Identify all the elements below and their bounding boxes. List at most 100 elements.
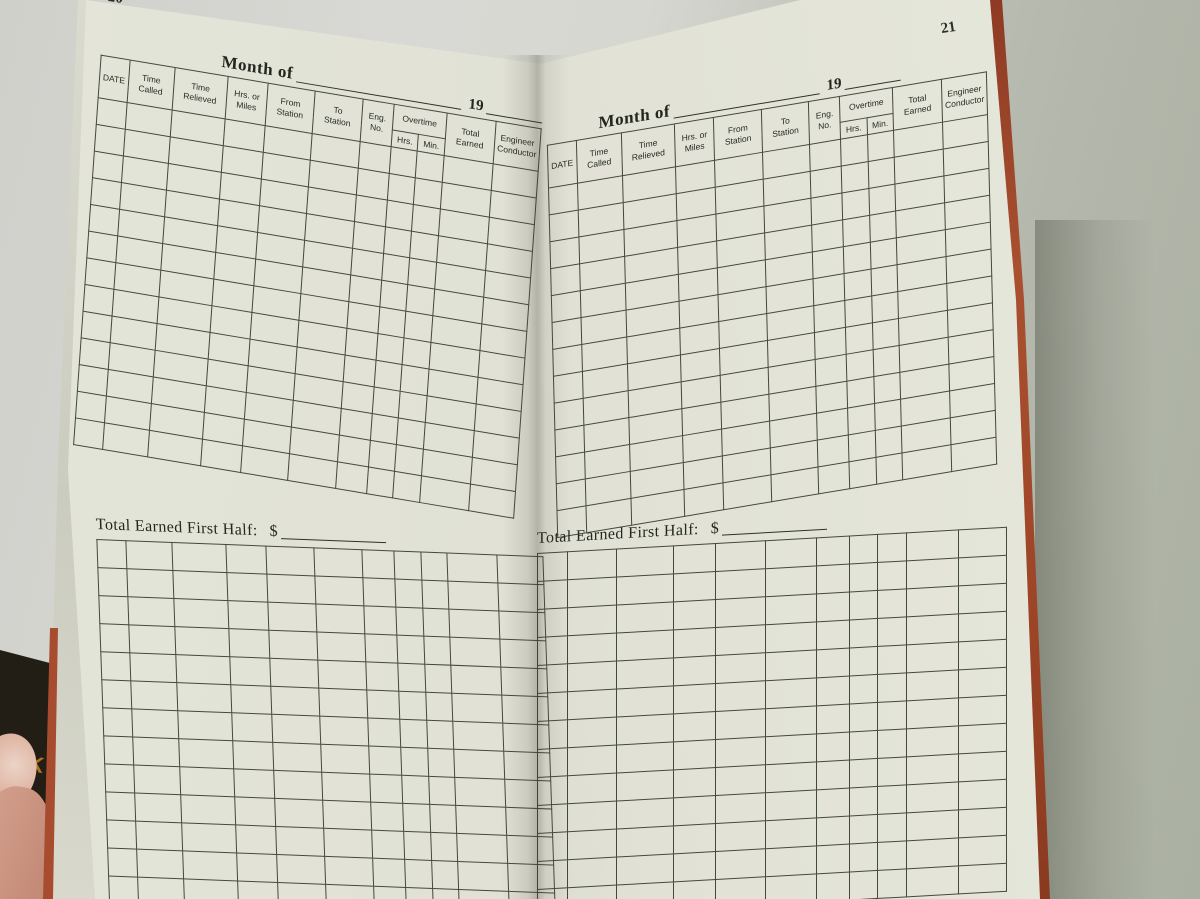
grid-cell bbox=[877, 644, 907, 675]
grid-cell bbox=[363, 577, 396, 608]
grid-cell bbox=[126, 568, 174, 599]
grid-cell bbox=[73, 417, 105, 450]
grid-cell bbox=[450, 637, 502, 668]
grid-cell bbox=[877, 616, 907, 647]
col-header-eng-no: Eng. No. bbox=[808, 96, 841, 145]
grid-cell bbox=[537, 691, 568, 722]
grid-cell bbox=[448, 581, 500, 612]
grid-cell bbox=[235, 824, 277, 855]
grid-cell bbox=[364, 605, 397, 636]
grid-cell bbox=[453, 721, 505, 752]
grid-cell bbox=[715, 708, 766, 740]
grid-cell bbox=[107, 847, 138, 878]
grid-cell bbox=[849, 590, 878, 621]
grid-cell bbox=[906, 557, 959, 589]
grid-cell bbox=[765, 733, 817, 765]
grid-cell bbox=[616, 741, 674, 774]
grid-cell bbox=[567, 717, 617, 748]
grid-cell bbox=[133, 764, 181, 795]
grid-cell bbox=[673, 739, 716, 770]
grid-cell bbox=[567, 661, 617, 692]
grid-cell bbox=[849, 702, 878, 733]
grid-cell bbox=[875, 452, 903, 485]
grid-cell bbox=[395, 607, 424, 637]
grid-cell bbox=[420, 552, 449, 582]
grid-cell bbox=[371, 830, 405, 860]
grid-cell bbox=[816, 844, 850, 874]
grid-cell bbox=[715, 792, 766, 824]
grid-cell bbox=[132, 736, 180, 767]
grid-cell bbox=[958, 695, 1007, 726]
grid-cell bbox=[427, 748, 456, 778]
grid-cell bbox=[537, 551, 568, 582]
grid-cell bbox=[422, 608, 451, 638]
grid-cell bbox=[398, 691, 427, 721]
grid-cell bbox=[877, 868, 907, 899]
grid-cell bbox=[276, 854, 326, 885]
grid-cell bbox=[715, 848, 766, 880]
grid-cell bbox=[537, 887, 568, 899]
amount-blank-rule bbox=[722, 528, 828, 536]
page-number-right: 21 bbox=[939, 18, 958, 38]
grid-cell bbox=[171, 542, 227, 573]
grid-cell bbox=[765, 705, 817, 737]
grid-cell bbox=[715, 876, 766, 899]
grid-cell bbox=[319, 716, 370, 747]
grid-cell bbox=[101, 679, 132, 709]
grid-cell bbox=[268, 630, 318, 661]
grid-cell bbox=[673, 767, 716, 798]
col-header-time-called: Time Called bbox=[126, 59, 176, 111]
grid-cell bbox=[368, 717, 401, 748]
grid-cell bbox=[816, 592, 850, 622]
grid-cell bbox=[877, 784, 907, 815]
col-header-hrs-or-miles: Hrs. or Miles bbox=[225, 76, 268, 126]
grid-cell bbox=[958, 723, 1007, 754]
grid-cell bbox=[673, 711, 716, 742]
currency-symbol: $ bbox=[710, 519, 720, 538]
grid-cell bbox=[715, 736, 766, 768]
grid-cell bbox=[673, 627, 716, 658]
grid-cell bbox=[816, 788, 850, 818]
grid-cell bbox=[816, 536, 850, 566]
grid-cell bbox=[267, 602, 317, 633]
grid-cell bbox=[234, 796, 276, 827]
grid-cell bbox=[177, 710, 233, 741]
grid-cell bbox=[567, 801, 617, 832]
grid-cell bbox=[426, 720, 455, 750]
year-label: 19 bbox=[467, 96, 485, 115]
grid-cell bbox=[537, 803, 568, 834]
grid-cell bbox=[906, 809, 959, 841]
grid-cell bbox=[537, 719, 568, 750]
grid-cell bbox=[233, 768, 275, 799]
grid-cell bbox=[715, 624, 766, 656]
grid-cell bbox=[393, 550, 422, 581]
grid-cell bbox=[715, 652, 766, 684]
right-bottom-section: Total Earned First Half: $ bbox=[537, 488, 1007, 899]
grid-cell bbox=[537, 747, 568, 778]
grid-cell bbox=[567, 633, 617, 664]
grid-cell bbox=[567, 605, 617, 636]
grid-cell bbox=[906, 697, 959, 729]
grid-cell bbox=[324, 856, 374, 887]
col-header-hrs-or-miles: Hrs. or Miles bbox=[674, 117, 715, 167]
total-earned-label: Total Earned First Half: bbox=[95, 516, 258, 540]
grid-cell bbox=[715, 680, 766, 712]
grid-cell bbox=[567, 549, 617, 580]
grid-cell bbox=[537, 579, 568, 610]
grid-cell bbox=[272, 742, 322, 773]
grid-cell bbox=[131, 708, 179, 739]
grid-cell bbox=[958, 583, 1007, 614]
grid-cell bbox=[96, 539, 127, 569]
grid-cell bbox=[818, 461, 851, 494]
grid-cell bbox=[537, 859, 568, 890]
grid-cell bbox=[616, 881, 674, 899]
grid-cell bbox=[135, 821, 183, 851]
grid-cell bbox=[277, 882, 327, 899]
grid-cell bbox=[454, 749, 506, 780]
grid-cell bbox=[129, 652, 177, 683]
grid-cell bbox=[97, 567, 128, 597]
grid-cell bbox=[877, 532, 907, 563]
col-header-engineer-conductor: Engineer Conductor bbox=[941, 71, 988, 123]
